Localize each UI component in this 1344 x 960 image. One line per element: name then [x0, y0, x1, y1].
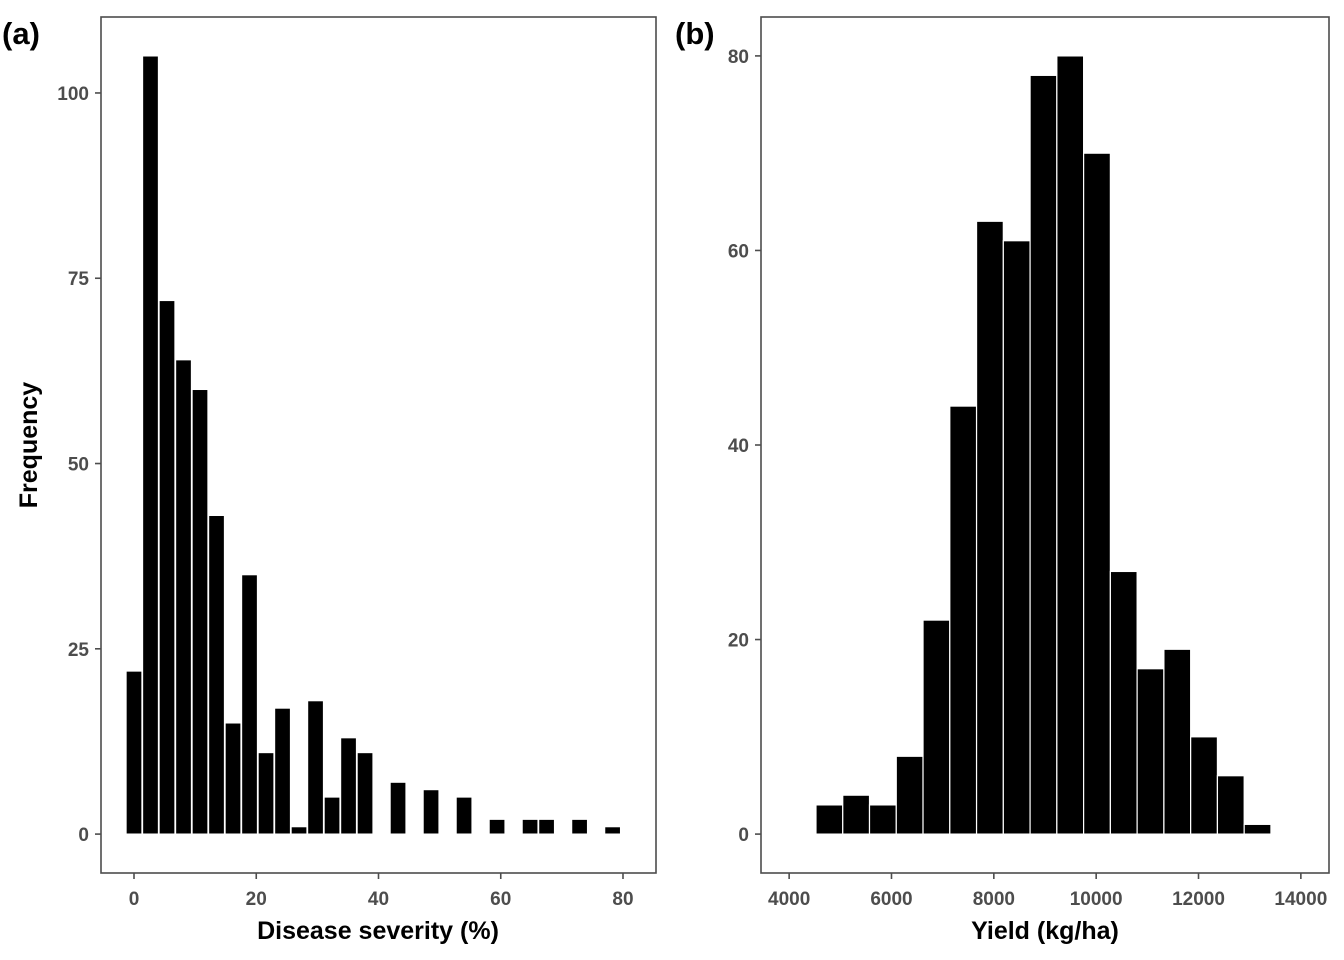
bar-a-7 — [240, 574, 259, 835]
y-tick-label-a-1: 25 — [68, 640, 90, 661]
bar-a-17 — [455, 796, 473, 835]
bar-a-5 — [207, 514, 226, 835]
bar-b-16 — [1243, 823, 1272, 835]
bar-b-12 — [1136, 668, 1165, 835]
bar-a-2 — [158, 299, 176, 835]
bar-b-1 — [842, 794, 871, 835]
x-tick-label-b-4: 12000 — [1172, 889, 1225, 910]
y-axis-title-a: Frequency — [15, 382, 43, 509]
bar-a-15 — [389, 781, 407, 835]
bar-a-10 — [290, 826, 308, 835]
bars-a — [125, 55, 622, 835]
bar-a-1 — [141, 55, 160, 835]
histogram-panel-b: (b) 4000 6000 8000 10000 12000 14000 0 20 40 60 8… — [675, 16, 1330, 945]
x-tick-label-b-2: 8000 — [973, 889, 1015, 910]
bar-b-5 — [949, 405, 978, 835]
y-tick-label-b-2: 40 — [728, 436, 749, 457]
y-ticks-a: 0 25 50 75 100 — [57, 84, 101, 846]
x-tick-label-b-1: 6000 — [870, 889, 912, 910]
bar-a-18 — [488, 818, 506, 835]
y-tick-label-a-4: 100 — [57, 84, 89, 105]
bar-a-20 — [538, 818, 556, 835]
bar-a-0 — [125, 670, 143, 835]
x-axis-title-a: Disease severity (%) — [257, 917, 499, 945]
bar-b-13 — [1163, 648, 1192, 835]
bar-b-2 — [868, 804, 897, 835]
bar-b-6 — [975, 220, 1004, 835]
x-ticks-a: 0 20 40 60 80 — [129, 873, 634, 910]
histogram-panel-a: (a) 0 20 40 60 80 0 25 50 75 100 Disease severit… — [2, 16, 657, 945]
y-tick-label-a-2: 50 — [68, 455, 89, 476]
x-tick-label-b-0: 4000 — [768, 889, 810, 910]
bar-b-4 — [922, 619, 951, 835]
panel-label-b: (b) — [675, 16, 715, 51]
bar-b-14 — [1190, 736, 1219, 835]
bar-a-12 — [323, 796, 341, 835]
bar-b-0 — [815, 804, 844, 835]
bar-b-10 — [1083, 152, 1111, 835]
x-tick-label-b-5: 14000 — [1274, 889, 1327, 910]
x-axis-title-b: Yield (kg/ha) — [971, 917, 1119, 945]
bar-a-6 — [224, 722, 242, 835]
bar-a-9 — [273, 707, 292, 835]
y-tick-label-a-0: 0 — [78, 825, 89, 846]
bar-b-8 — [1029, 74, 1058, 835]
bar-a-13 — [340, 737, 358, 835]
bar-b-7 — [1002, 240, 1031, 835]
x-tick-label-b-3: 10000 — [1070, 889, 1123, 910]
bar-b-9 — [1056, 55, 1085, 835]
bar-b-3 — [895, 755, 924, 835]
x-tick-label-a-3: 60 — [490, 889, 511, 910]
bar-b-11 — [1109, 570, 1138, 835]
bar-a-19 — [521, 818, 539, 835]
y-tick-label-b-3: 60 — [728, 241, 749, 262]
panel-label-a: (a) — [2, 16, 40, 51]
bar-a-8 — [257, 751, 275, 835]
y-tick-label-b-4: 80 — [728, 47, 749, 68]
y-tick-label-b-1: 20 — [728, 631, 749, 652]
y-tick-label-b-0: 0 — [738, 825, 749, 846]
bar-a-14 — [356, 751, 374, 835]
bars-b — [815, 55, 1272, 835]
x-tick-label-a-4: 80 — [612, 889, 633, 910]
bar-a-3 — [174, 359, 193, 835]
x-ticks-b: 4000 6000 8000 10000 12000 14000 — [768, 873, 1327, 910]
bar-a-21 — [571, 818, 589, 835]
x-tick-label-a-2: 40 — [368, 889, 389, 910]
y-ticks-b: 0 20 40 60 80 — [728, 47, 761, 846]
x-tick-label-a-1: 20 — [246, 889, 267, 910]
bar-b-15 — [1216, 775, 1245, 835]
bar-a-16 — [422, 789, 440, 835]
bar-a-11 — [307, 700, 325, 835]
bar-a-22 — [604, 826, 622, 835]
bar-a-4 — [191, 388, 209, 835]
x-tick-label-a-0: 0 — [129, 889, 140, 910]
y-tick-label-a-3: 75 — [68, 269, 90, 290]
